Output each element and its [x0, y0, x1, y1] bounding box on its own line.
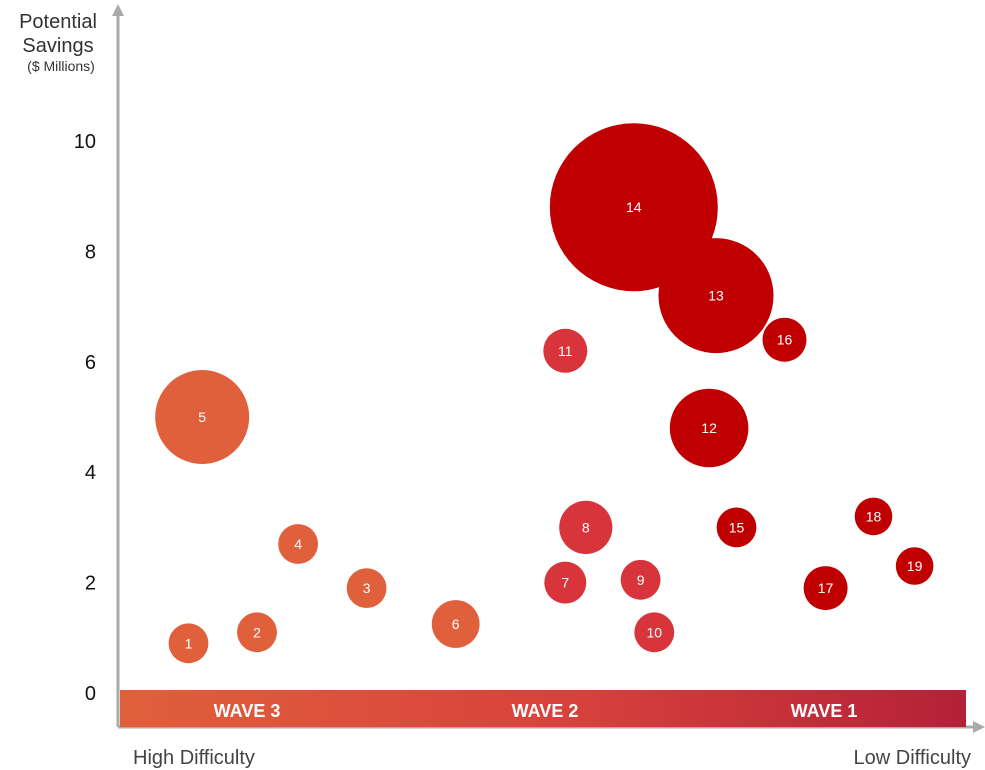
- bubble-7: [544, 561, 587, 604]
- y-tick-label: 8: [85, 241, 96, 263]
- bubble-label-9: 9: [637, 572, 645, 588]
- bubble-13: [658, 238, 774, 354]
- bubble-label-19: 19: [907, 558, 923, 574]
- bubble-9: [620, 559, 661, 600]
- bubble-14: [549, 123, 718, 292]
- bubble-2: [237, 612, 277, 653]
- y-axis-title-line1: Potential: [19, 11, 97, 33]
- x-axis-arrow: [973, 721, 985, 733]
- bubble-label-4: 4: [294, 536, 302, 552]
- bubble-label-17: 17: [818, 580, 834, 596]
- bubble-18: [854, 497, 893, 536]
- x-axis-right-label: Low Difficulty: [854, 747, 971, 769]
- y-tick-label: 4: [85, 462, 96, 484]
- bubble-label-15: 15: [729, 519, 745, 535]
- bubble-label-12: 12: [701, 420, 717, 436]
- wave-label: WAVE 3: [214, 701, 281, 721]
- bubble-label-1: 1: [185, 635, 193, 651]
- wave-label: WAVE 2: [512, 701, 579, 721]
- y-axis-title-line2: Savings: [22, 35, 93, 57]
- bubble-6: [431, 600, 480, 648]
- x-axis-left-label: High Difficulty: [133, 747, 255, 769]
- y-tick-label: 0: [85, 683, 96, 705]
- bubble-4: [278, 524, 318, 564]
- bubble-17: [803, 566, 848, 611]
- bubble-label-13: 13: [708, 288, 724, 304]
- bubble-5: [155, 370, 250, 464]
- bubble-11: [543, 328, 588, 373]
- bubble-15: [716, 507, 757, 548]
- y-axis-title-line3: ($ Millions): [27, 58, 95, 74]
- bubble-10: [634, 612, 675, 653]
- bubble-label-6: 6: [452, 616, 460, 632]
- bubble-16: [762, 317, 807, 362]
- bubble-19: [895, 547, 934, 585]
- bubble-1: [168, 623, 209, 664]
- y-axis-arrow: [112, 4, 124, 16]
- bubble-label-5: 5: [198, 409, 206, 425]
- bubble-label-2: 2: [253, 624, 261, 640]
- y-tick-label: 10: [74, 131, 96, 153]
- bubble-label-8: 8: [582, 519, 590, 535]
- bubble-label-14: 14: [626, 199, 642, 215]
- bubble-label-7: 7: [561, 575, 569, 591]
- bubble-3: [346, 568, 387, 608]
- y-tick-label: 2: [85, 573, 96, 595]
- wave-band: [120, 690, 966, 727]
- bubble-label-18: 18: [866, 508, 882, 524]
- bubble-label-10: 10: [647, 624, 663, 640]
- bubble-12: [669, 388, 749, 468]
- bubble-8: [559, 500, 613, 554]
- bubble-label-16: 16: [777, 332, 793, 348]
- bubble-label-11: 11: [558, 343, 573, 359]
- wave-label: WAVE 1: [791, 701, 858, 721]
- y-tick-label: 6: [85, 352, 96, 374]
- bubble-label-3: 3: [363, 580, 371, 596]
